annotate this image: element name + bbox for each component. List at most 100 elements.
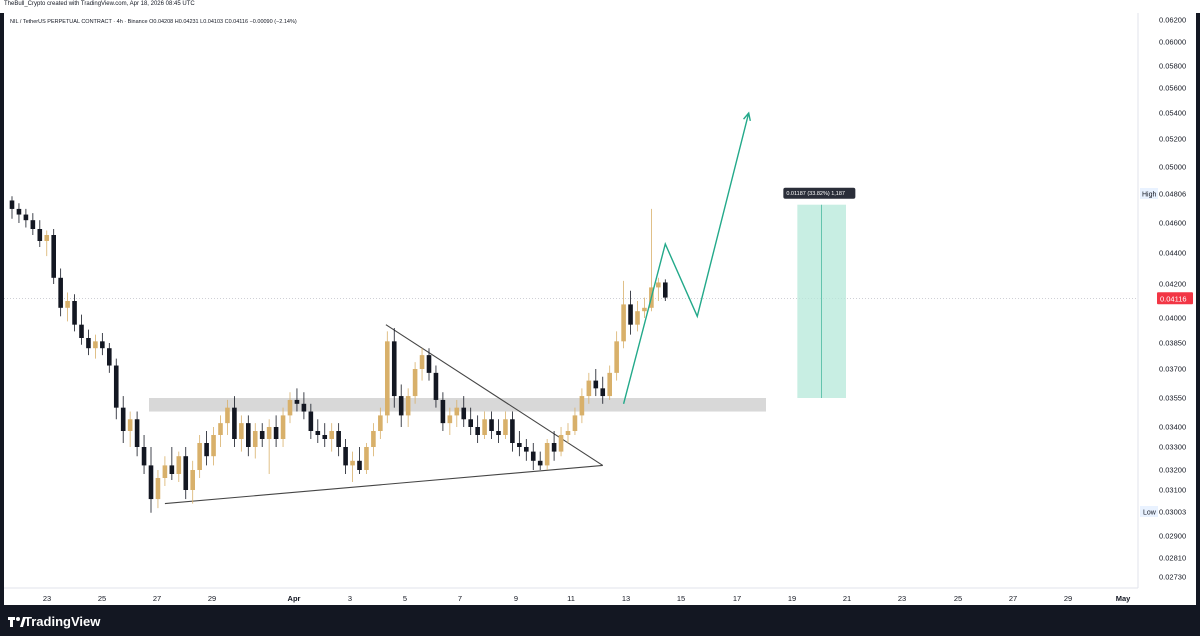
price-tick-label: 0.03700	[1159, 365, 1186, 374]
candle-body	[322, 435, 328, 439]
price-tick-label: 0.06200	[1159, 16, 1186, 25]
candle-body	[475, 427, 480, 435]
candle-body	[134, 419, 140, 447]
price-tick-label: 0.05000	[1159, 163, 1186, 172]
candle-body	[287, 399, 293, 416]
price-tick-label: 0.02900	[1159, 532, 1186, 541]
candle-body	[385, 341, 390, 416]
time-tick-label: 13	[622, 594, 630, 603]
candle-body	[141, 447, 147, 466]
candle-body	[558, 435, 564, 452]
price-tick-label: 0.02730	[1159, 573, 1186, 582]
price-tick-label: 0.03400	[1159, 423, 1186, 432]
candle-body	[273, 427, 279, 439]
candle-body	[155, 478, 161, 500]
candle-body	[127, 419, 133, 431]
candle-body	[65, 301, 70, 308]
candle-body	[419, 355, 425, 369]
candle-body	[447, 415, 453, 424]
candle-body	[544, 443, 550, 466]
high-label: High	[1142, 192, 1157, 199]
candle-body	[621, 304, 626, 342]
candlestick-chart[interactable]: NIL / TetherUS PERPETUAL CONTRACT · 4h ·…	[4, 13, 1196, 605]
time-tick-label: 19	[788, 594, 796, 603]
candle-body	[183, 456, 189, 490]
tradingview-wordmark: TradingView	[24, 614, 101, 629]
last-price-value: 0.04116	[1160, 294, 1187, 303]
candle-body	[329, 431, 334, 439]
candle-body	[107, 348, 112, 366]
time-tick-label: 23	[898, 594, 906, 603]
candle-body	[79, 324, 84, 338]
projection-path	[622, 112, 750, 404]
time-tick-label: 5	[403, 594, 407, 603]
candle-body	[572, 415, 578, 431]
candle-body	[482, 419, 487, 435]
candle-body	[169, 465, 175, 474]
candle-body	[259, 431, 265, 439]
candle-body	[510, 419, 515, 443]
candle-body	[530, 451, 536, 461]
candle-body	[391, 341, 397, 397]
time-tick-label: 7	[458, 594, 462, 603]
candle-body	[454, 407, 460, 416]
candle-body	[86, 338, 91, 349]
candle-body	[656, 282, 661, 288]
candle-body	[37, 229, 43, 241]
footer-bar: TradingView	[0, 606, 1200, 636]
time-tick-label: May	[1116, 594, 1131, 603]
candle-body	[176, 456, 182, 474]
time-tick-label: 27	[1009, 594, 1017, 603]
time-tick-label: 23	[43, 594, 51, 603]
price-tick-label: 0.03003	[1159, 508, 1186, 517]
candle-body	[579, 396, 585, 416]
candle-body	[51, 235, 56, 278]
price-tick-label: 0.05600	[1159, 84, 1186, 93]
low-label-bg	[1140, 506, 1158, 517]
candle-body	[239, 423, 244, 439]
candle-body	[378, 415, 383, 431]
candle-body	[350, 460, 355, 466]
credit-bar: TheBull_Crypto created with TradingView.…	[0, 0, 1200, 13]
candle-body	[496, 431, 501, 435]
candle-body	[433, 372, 439, 400]
price-tick-label: 0.03100	[1159, 486, 1186, 495]
time-tick-label: 29	[208, 594, 216, 603]
price-tick-label: 0.05800	[1159, 62, 1186, 71]
candle-body	[93, 341, 98, 349]
candle-body	[489, 419, 494, 431]
price-tick-label: 0.04600	[1159, 219, 1186, 228]
tradingview-logo-icon	[8, 617, 26, 627]
candle-body	[343, 447, 348, 466]
candle-body	[600, 388, 606, 397]
price-tick-label: 0.05200	[1159, 135, 1186, 144]
candle-body	[336, 431, 341, 447]
candle-body	[72, 301, 77, 325]
time-tick-label: 27	[153, 594, 161, 603]
candle-body	[537, 460, 543, 466]
candle-body	[9, 200, 15, 209]
last-price-tag	[1157, 292, 1193, 305]
projection-arrowhead	[743, 111, 751, 121]
candle-body	[44, 235, 50, 241]
candle-body	[357, 460, 362, 470]
candle-body	[232, 407, 237, 439]
candle-body	[252, 431, 258, 447]
price-tick-label: 0.03550	[1159, 394, 1186, 403]
price-tick-label: 0.02810	[1159, 554, 1186, 563]
candle-body	[162, 465, 168, 478]
price-tick-label: 0.04400	[1159, 249, 1186, 258]
time-tick-label: 3	[348, 594, 352, 603]
time-tick-label: Apr	[288, 594, 301, 603]
candle-body	[461, 407, 467, 420]
time-tick-label: 9	[514, 594, 518, 603]
price-tick-label: 0.04806	[1159, 190, 1186, 199]
candle-body	[100, 341, 105, 349]
price-tick-label: 0.06000	[1159, 38, 1186, 47]
candle-body	[113, 365, 119, 408]
candle-body	[58, 277, 63, 308]
candle-body	[426, 355, 432, 373]
candle-body	[371, 431, 376, 447]
chart-panel[interactable]: NIL / TetherUS PERPETUAL CONTRACT · 4h ·…	[4, 13, 1196, 605]
